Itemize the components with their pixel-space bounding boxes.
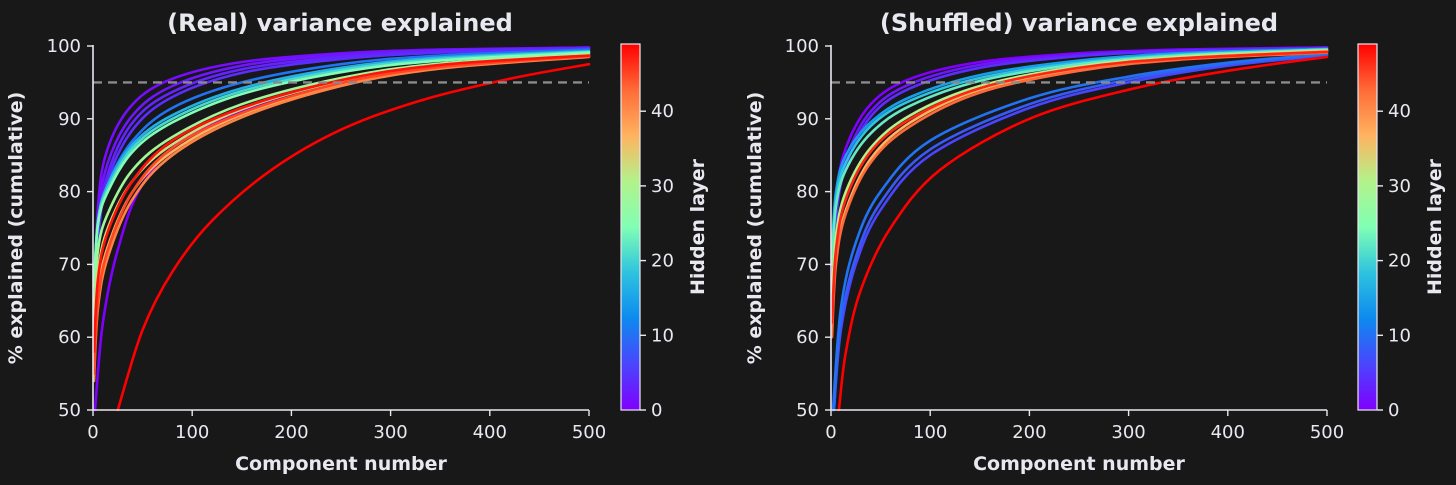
colorbar-gradient	[1357, 43, 1378, 411]
y-tick-label: 60	[58, 327, 81, 348]
colorbar-label-real: Hidden layer	[687, 158, 709, 295]
chart-title-real: (Real) variance explained	[167, 9, 513, 37]
series-line-layer-46	[830, 50, 1329, 324]
series-group-shuffled	[830, 46, 1329, 412]
y-axis-label-shuffled: % explained (cumulative)	[744, 92, 766, 365]
colorbar-tick-label: 10	[651, 325, 674, 346]
series-line-layer-4	[830, 46, 1329, 317]
x-tick-label: 400	[473, 422, 507, 443]
x-tick-label: 500	[572, 422, 606, 443]
colorbar-tick-label: 20	[1388, 251, 1411, 272]
y-tick-label: 70	[796, 254, 819, 275]
x-axis-label-real: Component number	[235, 453, 447, 475]
colorbar-tick-label: 20	[651, 251, 674, 272]
series-line-layer-6	[832, 54, 1329, 412]
chart-title-shuffled: (Shuffled) variance explained	[880, 9, 1278, 37]
x-ticks-real: 0 100 200 300 400 500	[87, 410, 606, 443]
colorbar-real: 0 10 20 30 40 Hidden layer	[620, 43, 709, 421]
series-line-layer-42	[830, 51, 1329, 339]
series-line-layer-2	[92, 46, 591, 339]
colorbar-tick-label: 40	[651, 101, 674, 122]
y-ticks-real: 50 60 70 80 90 100	[47, 36, 93, 421]
series-line-layer-47	[92, 54, 591, 354]
y-tick-label: 100	[785, 36, 819, 57]
y-tick-label: 90	[58, 109, 81, 130]
series-group-real	[92, 46, 591, 412]
x-tick-label: 300	[373, 422, 407, 443]
colorbar-label-shuffled: Hidden layer	[1424, 158, 1446, 295]
series-line-layer-14	[830, 47, 1329, 252]
series-line-layer-44	[92, 54, 591, 375]
colorbar-tick-label: 0	[1388, 400, 1399, 421]
colorbar-gradient	[620, 43, 641, 411]
colorbar-tick-label: 30	[1388, 176, 1411, 197]
colorbar-tick-label: 0	[651, 400, 662, 421]
colorbar-tick-label: 10	[1388, 325, 1411, 346]
series-line-layer-24	[92, 51, 591, 288]
x-tick-label: 200	[1012, 422, 1046, 443]
colorbar-tick-label: 40	[1388, 101, 1411, 122]
colorbar-tick-label: 30	[651, 176, 674, 197]
x-tick-label: 400	[1211, 422, 1245, 443]
x-tick-label: 300	[1111, 422, 1145, 443]
colorbar-shuffled: 0 10 20 30 40 Hidden layer	[1357, 43, 1446, 421]
chart-real: (Real) variance explained 50 60 70 80 90…	[5, 9, 709, 475]
x-axis-label-shuffled: Component number	[973, 453, 1185, 475]
x-tick-label: 500	[1310, 422, 1344, 443]
series-line-layer-22	[830, 48, 1329, 266]
series-line-layer-3	[92, 46, 591, 346]
series-line-layer-28	[92, 52, 591, 317]
y-tick-label: 70	[58, 254, 81, 275]
y-axis-label-real: % explained (cumulative)	[5, 92, 27, 365]
series-line-layer-10	[831, 52, 1329, 412]
y-tick-label: 50	[58, 400, 81, 421]
chart-shuffled: (Shuffled) variance explained 50 60 70 8…	[744, 9, 1446, 475]
y-tick-label: 50	[796, 400, 819, 421]
series-line-layer-48	[116, 62, 591, 412]
x-tick-label: 100	[913, 422, 947, 443]
y-tick-label: 80	[58, 182, 81, 203]
series-line-layer-48	[837, 55, 1329, 412]
x-tick-label: 0	[825, 422, 836, 443]
series-line-layer-40	[92, 55, 591, 383]
x-tick-label: 200	[274, 422, 308, 443]
x-ticks-shuffled: 0 100 200 300 400 500	[825, 410, 1344, 443]
x-tick-label: 100	[175, 422, 209, 443]
y-tick-label: 100	[47, 36, 81, 57]
y-tick-label: 60	[796, 327, 819, 348]
series-line-layer-0	[93, 49, 591, 412]
series-line-layer-36	[92, 54, 591, 368]
y-ticks-shuffled: 50 60 70 80 90 100	[785, 36, 831, 421]
x-tick-label: 0	[87, 422, 98, 443]
y-tick-label: 80	[796, 182, 819, 203]
series-line-layer-30	[830, 49, 1329, 295]
series-line-layer-8	[832, 53, 1329, 412]
y-tick-label: 90	[796, 109, 819, 130]
